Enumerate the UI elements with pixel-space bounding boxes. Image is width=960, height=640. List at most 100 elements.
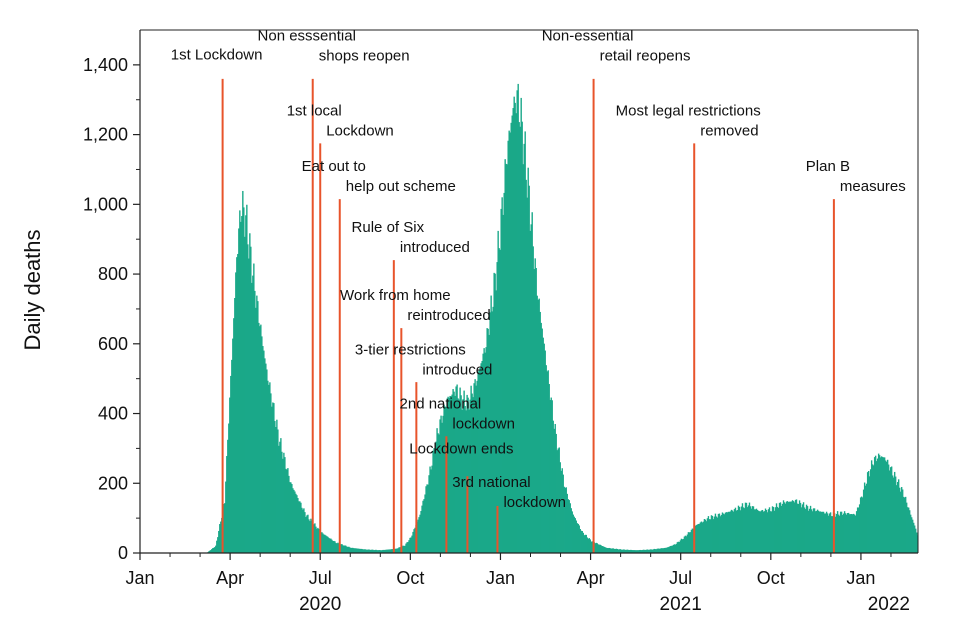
daily-death-bar (844, 513, 847, 553)
daily-death-bar (404, 545, 406, 553)
daily-death-bar (616, 548, 619, 553)
daily-death-bar (370, 549, 372, 553)
daily-death-bar (536, 295, 538, 553)
daily-death-bar (729, 511, 732, 553)
daily-death-bar (478, 370, 480, 553)
daily-death-bar (301, 507, 303, 553)
daily-death-bar (685, 536, 688, 553)
daily-death-bar (491, 311, 493, 553)
daily-death-bar (535, 268, 537, 553)
daily-death-bar (830, 516, 833, 553)
daily-death-bar (849, 514, 852, 553)
y-tick-label: 200 (98, 473, 128, 493)
daily-death-bar (912, 522, 915, 553)
daily-death-bar (658, 548, 661, 553)
daily-death-bar (829, 512, 832, 553)
daily-death-bar (364, 549, 366, 553)
daily-death-bar (710, 515, 713, 553)
daily-death-bar (334, 541, 336, 553)
daily-death-bar (785, 501, 788, 553)
daily-death-bar (464, 406, 466, 553)
daily-death-bar (737, 505, 740, 553)
daily-death-bar (261, 336, 263, 553)
daily-death-bar (910, 517, 913, 553)
daily-death-bar (688, 532, 691, 553)
daily-death-bar (556, 450, 558, 553)
daily-death-bar (286, 469, 288, 553)
y-tick-label: 800 (98, 264, 128, 284)
daily-death-bar (219, 524, 221, 553)
daily-death-bar (807, 510, 810, 553)
daily-death-bar (492, 306, 494, 553)
daily-death-bar (512, 108, 514, 554)
daily-death-bar (297, 498, 299, 553)
daily-death-bar (270, 393, 272, 553)
daily-death-bar (562, 474, 564, 553)
daily-death-bar (223, 503, 225, 553)
daily-death-bar (588, 538, 590, 553)
daily-death-bar (854, 515, 857, 553)
daily-death-bar (377, 550, 379, 553)
daily-death-bar (225, 481, 227, 553)
daily-death-bar (647, 549, 650, 553)
daily-death-bar (549, 400, 551, 553)
daily-death-bar (440, 415, 442, 553)
daily-death-bar (379, 550, 381, 553)
y-tick-label: 400 (98, 404, 128, 424)
daily-death-bar (493, 272, 495, 553)
daily-death-bar (292, 488, 294, 553)
daily-death-bar (812, 508, 815, 553)
daily-death-bar (427, 484, 429, 553)
daily-death-bar (861, 497, 864, 553)
daily-death-bar (736, 510, 739, 553)
daily-death-bar (384, 549, 386, 553)
daily-death-bar (626, 549, 629, 553)
daily-death-bar (792, 501, 795, 553)
daily-death-bar (215, 545, 217, 553)
daily-death-bar (650, 549, 653, 553)
daily-death-bar (708, 519, 711, 553)
daily-death-bar (471, 393, 473, 553)
daily-death-bar (249, 233, 251, 553)
daily-death-bar (436, 428, 438, 553)
daily-death-bar (281, 451, 283, 553)
daily-death-bar (375, 549, 377, 553)
daily-death-bar (805, 504, 808, 553)
daily-death-bar (361, 548, 363, 553)
daily-death-bar (637, 550, 640, 553)
event-annotation-label: Non esssential (258, 27, 356, 44)
daily-death-bar (418, 517, 420, 553)
daily-death-bar (335, 542, 337, 553)
daily-death-bar (243, 207, 245, 553)
daily-death-bar (850, 514, 853, 553)
daily-death-bar (874, 455, 877, 553)
x-axis-ticks: Jan Apr Jul Oct Jan Apr Jul Oct Jan (125, 553, 892, 588)
daily-death-bar (897, 479, 900, 553)
daily-death-bar (490, 295, 492, 553)
daily-death-bar (816, 509, 819, 553)
daily-death-bar (442, 415, 444, 553)
daily-death-bar (558, 447, 560, 553)
daily-death-bar (383, 549, 385, 553)
daily-death-bar (584, 534, 586, 553)
daily-death-bar (349, 547, 351, 553)
daily-death-bar (619, 549, 622, 553)
daily-death-bar (501, 197, 503, 554)
daily-death-bar (272, 402, 274, 553)
daily-death-bar (711, 515, 714, 553)
daily-death-bar (641, 550, 644, 553)
daily-death-bar (255, 307, 257, 553)
daily-death-bar (563, 486, 565, 553)
year-labels: 2020 2021 2022 (299, 594, 910, 615)
daily-death-bar (217, 537, 219, 553)
daily-death-bar (550, 397, 552, 553)
daily-death-bar (904, 496, 907, 553)
daily-death-bar (346, 546, 348, 553)
daily-death-bar (863, 482, 866, 553)
daily-death-bar (909, 514, 912, 553)
daily-death-bar (369, 549, 371, 553)
daily-death-bar (580, 530, 582, 553)
daily-death-bar (350, 547, 352, 553)
daily-death-bar (441, 422, 443, 553)
daily-death-bar (541, 328, 543, 553)
